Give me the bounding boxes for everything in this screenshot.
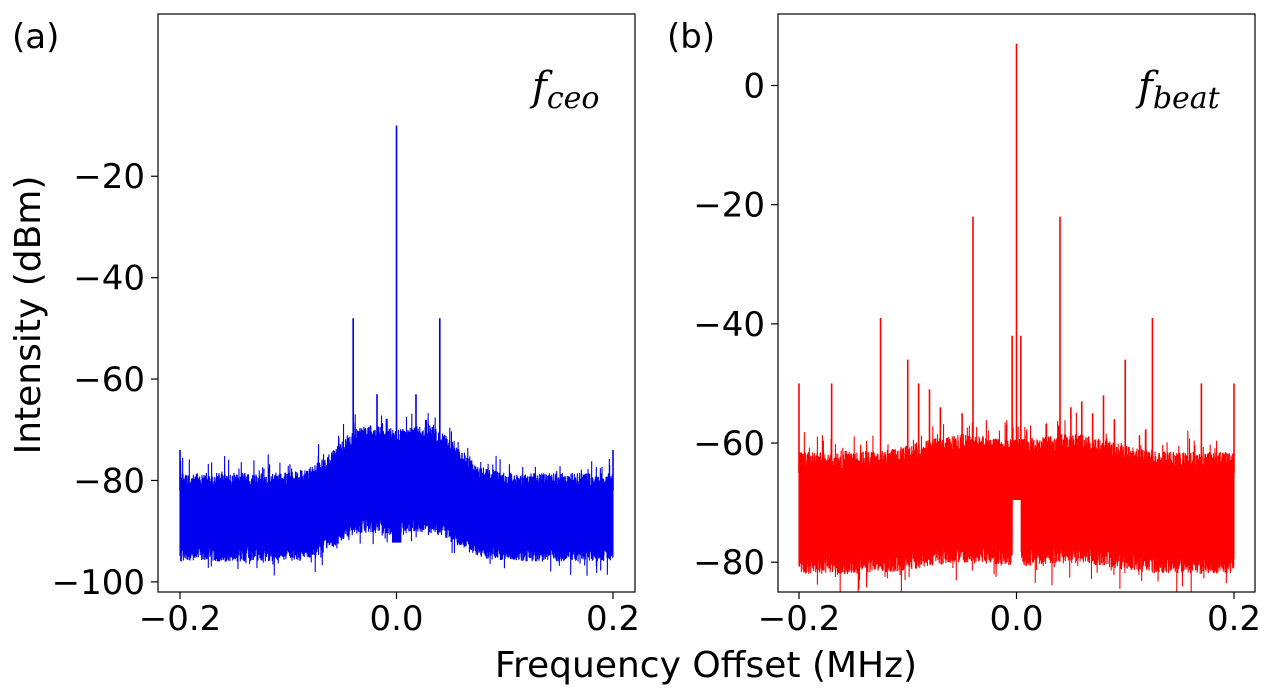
- y-axis-title: Intensity (dBm): [8, 176, 49, 455]
- panel-b-y-tick-label: 0: [743, 67, 765, 107]
- x-axis-title: Frequency Offset (MHz): [495, 645, 917, 686]
- panel-a-annotation-subscript: ceo: [547, 81, 600, 116]
- panel-a-spectrum-trace: [179, 125, 614, 576]
- panel-b-spectrum-trace: [798, 43, 1235, 593]
- panel-b-x-tick-label: −0.2: [758, 599, 841, 639]
- panel-b-y-ticks: 0 −20 −40 −60 −80: [693, 67, 778, 583]
- panel-b-annotation-subscript: beat: [1153, 81, 1221, 116]
- panel-a: −0.2 0.0 0.2 −20 −40 −60 −80 −100 (a) fceo: [12, 13, 640, 639]
- panel-b: −0.2 0.0 0.2 0 −20 −40 −60 −80 (b) fbeat: [667, 13, 1261, 639]
- panel-b-annotation: fbeat: [1135, 64, 1221, 116]
- panel-a-y-tick-label: −60: [73, 360, 145, 400]
- panel-a-x-ticks: −0.2 0.0 0.2: [139, 592, 640, 639]
- panel-b-tag: (b): [667, 17, 715, 57]
- panel-b-y-tick-label: −20: [693, 186, 765, 226]
- panel-a-x-tick-label: 0.2: [586, 599, 640, 639]
- panel-b-x-ticks: −0.2 0.0 0.2: [758, 592, 1261, 639]
- panel-a-y-tick-label: −40: [73, 259, 145, 299]
- panel-b-x-tick-label: 0.0: [989, 599, 1043, 639]
- panel-a-y-ticks: −20 −40 −60 −80 −100: [52, 157, 158, 603]
- panel-b-x-tick-label: 0.2: [1207, 599, 1261, 639]
- panel-b-y-tick-label: −40: [693, 305, 765, 345]
- panel-a-tag: (a): [12, 17, 59, 57]
- panel-a-x-tick-label: −0.2: [139, 599, 222, 639]
- panel-a-noise-band: [179, 413, 614, 576]
- panel-a-annotation: fceo: [529, 64, 599, 116]
- panel-a-x-tick-label: 0.0: [369, 599, 423, 639]
- panel-a-y-tick-label: −100: [52, 563, 145, 603]
- panel-a-y-tick-label: −80: [73, 461, 145, 501]
- panel-b-y-tick-label: −80: [693, 543, 765, 583]
- panel-a-y-tick-label: −20: [73, 157, 145, 197]
- panel-b-y-tick-label: −60: [693, 424, 765, 464]
